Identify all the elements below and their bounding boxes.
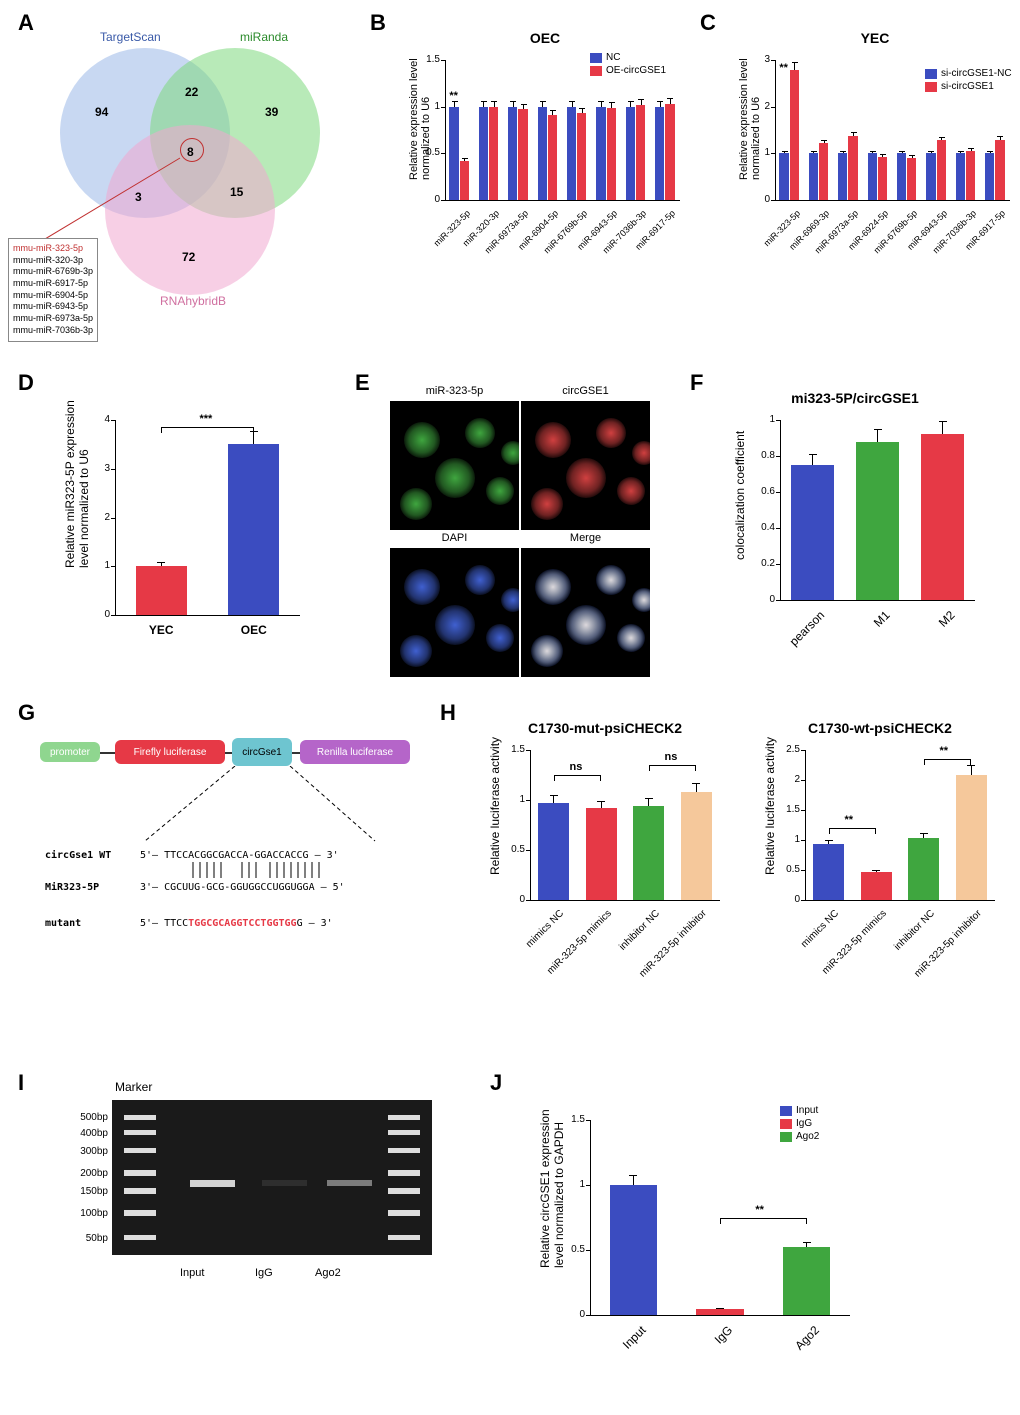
panel-d-label: D [18, 370, 34, 396]
marker-bands: 500bp 400bp 300bp 200bp 150bp 100bp 50bp [60, 1103, 108, 1244]
chart-j: Relative circGSE1 expressionlevel normal… [530, 1090, 860, 1370]
mirna-item: mmu-miR-323-5p [13, 243, 93, 255]
fish-img-dapi [390, 548, 519, 677]
fish-title: miR-323-5p [390, 385, 519, 399]
construct-diagram: promoter Firefly luciferase circGse1 Ren… [40, 730, 410, 960]
fish-title: circGSE1 [521, 385, 650, 399]
fish-img-merge [521, 548, 650, 677]
venn-count-mrrh: 15 [230, 185, 243, 199]
construct-promoter: promoter [40, 742, 100, 762]
panel-h-label: H [440, 700, 456, 726]
venn-db-targetscan: TargetScan [100, 30, 161, 44]
venn-count-rh: 72 [182, 250, 195, 264]
panel-i-label: I [18, 1070, 24, 1096]
panel-a-label: A [18, 10, 34, 36]
gel-lane-input: Input [180, 1267, 204, 1279]
gel-lane-igg: IgG [255, 1267, 273, 1279]
gel-image [112, 1100, 432, 1255]
chart-b: OECRelative expression levelnormalized t… [400, 30, 690, 280]
panel-e-label: E [355, 370, 370, 396]
fish-title: Merge [521, 532, 650, 546]
mirna-item: mmu-miR-6769b-3p [13, 266, 93, 278]
panel-g-label: G [18, 700, 35, 726]
construct-dashes [40, 766, 410, 846]
mirna-item: mmu-miR-6973a-5p [13, 313, 93, 325]
chart-f: mi323-5P/circGSE1colocalization coeffici… [725, 390, 985, 650]
seq-mut: 5'— TTCCTGGCGCAGGTCCTGGTGGG — 3' [140, 918, 333, 929]
chart-c: YECRelative expression levelnormalized t… [730, 30, 1020, 280]
chart-d: Relative miR323-5P expressionlevel norma… [55, 390, 310, 650]
seq-mir: 3'— CGCUUG-GCG-GGUGGCCUGGUGGA — 5' [140, 882, 345, 893]
venn-db-rnahybrid: RNAhybridB [160, 294, 226, 308]
fish-img-circ [521, 401, 650, 530]
chart-h-mut: C1730-mut-psiCHECK2Relative luciferase a… [480, 720, 730, 1010]
construct-circgse1: circGse1 [232, 738, 292, 766]
gel-bands [112, 1100, 432, 1255]
construct-firefly: Firefly luciferase [115, 740, 225, 764]
panel-b-label: B [370, 10, 386, 36]
fish-title: DAPI [390, 532, 519, 546]
mirna-item: mmu-miR-7036b-3p [13, 325, 93, 337]
chart-h-wt: C1730-wt-psiCHECK2Relative luciferase ac… [755, 720, 1005, 1010]
venn-count-tsmr: 22 [185, 85, 198, 99]
panel-f-label: F [690, 370, 703, 396]
venn-highlight-circle [180, 138, 204, 162]
venn-count-mr: 39 [265, 105, 278, 119]
venn-count-ts: 94 [95, 105, 108, 119]
seq-mir-label: MiR323-5P [45, 882, 99, 893]
mirna-item: mmu-miR-6943-5p [13, 301, 93, 313]
fish-images: miR-323-5p circGSE1 DAPI Merge [390, 385, 650, 677]
seq-wt: 5'— TTCCACGGCGACCA-GGACCACCG — 3' [140, 850, 339, 861]
mirna-list-box: mmu-miR-323-5p mmu-miR-320-3p mmu-miR-67… [8, 238, 98, 342]
panel-c-label: C [700, 10, 716, 36]
venn-db-miranda: miRanda [240, 30, 288, 44]
seq-pairing [140, 862, 380, 882]
marker-label: Marker [115, 1080, 152, 1094]
mirna-item: mmu-miR-6917-5p [13, 278, 93, 290]
mirna-item: mmu-miR-6904-5p [13, 290, 93, 302]
seq-wt-label: circGse1 WT [45, 850, 111, 861]
mirna-item: mmu-miR-320-3p [13, 255, 93, 267]
panel-j-label: J [490, 1070, 502, 1096]
gel-container: Marker 500bp 400bp 300bp 200bp 150bp 100… [60, 1095, 450, 1305]
fish-img-mir [390, 401, 519, 530]
gel-lane-ago2: Ago2 [315, 1267, 341, 1279]
venn-count-tsrh: 3 [135, 190, 142, 204]
construct-renilla: Renilla luciferase [300, 740, 410, 764]
seq-mut-label: mutant [45, 918, 81, 929]
